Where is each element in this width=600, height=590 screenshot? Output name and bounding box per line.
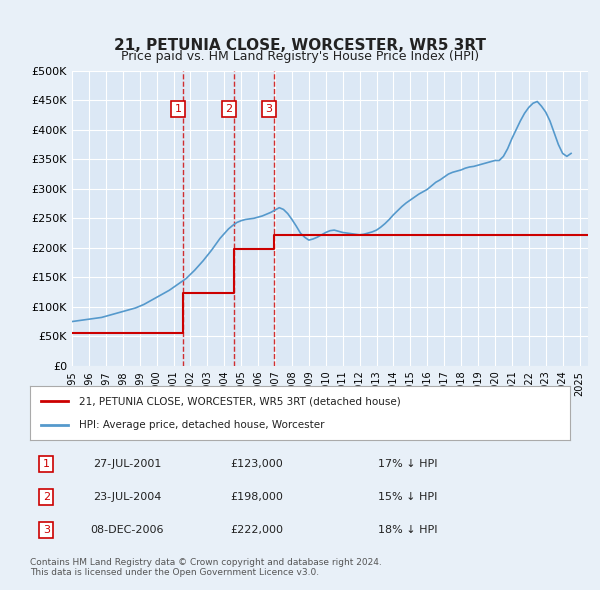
Text: 23-JUL-2004: 23-JUL-2004: [93, 492, 161, 502]
Text: 1: 1: [175, 104, 182, 114]
Text: 27-JUL-2001: 27-JUL-2001: [93, 459, 161, 469]
Text: £222,000: £222,000: [230, 525, 283, 535]
Text: £198,000: £198,000: [230, 492, 283, 502]
Text: 3: 3: [43, 525, 50, 535]
Text: 15% ↓ HPI: 15% ↓ HPI: [379, 492, 437, 502]
Text: This data is licensed under the Open Government Licence v3.0.: This data is licensed under the Open Gov…: [30, 568, 319, 576]
Text: 08-DEC-2006: 08-DEC-2006: [91, 525, 164, 535]
Text: 3: 3: [265, 104, 272, 114]
Text: 17% ↓ HPI: 17% ↓ HPI: [378, 459, 438, 469]
Text: 21, PETUNIA CLOSE, WORCESTER, WR5 3RT (detached house): 21, PETUNIA CLOSE, WORCESTER, WR5 3RT (d…: [79, 396, 400, 407]
Text: 2: 2: [225, 104, 232, 114]
Text: 2: 2: [43, 492, 50, 502]
Text: Price paid vs. HM Land Registry's House Price Index (HPI): Price paid vs. HM Land Registry's House …: [121, 50, 479, 63]
Text: 1: 1: [43, 459, 50, 469]
Text: 21, PETUNIA CLOSE, WORCESTER, WR5 3RT: 21, PETUNIA CLOSE, WORCESTER, WR5 3RT: [114, 38, 486, 53]
Text: 18% ↓ HPI: 18% ↓ HPI: [378, 525, 438, 535]
Text: £123,000: £123,000: [230, 459, 283, 469]
Text: HPI: Average price, detached house, Worcester: HPI: Average price, detached house, Worc…: [79, 419, 324, 430]
Text: Contains HM Land Registry data © Crown copyright and database right 2024.: Contains HM Land Registry data © Crown c…: [30, 558, 382, 566]
